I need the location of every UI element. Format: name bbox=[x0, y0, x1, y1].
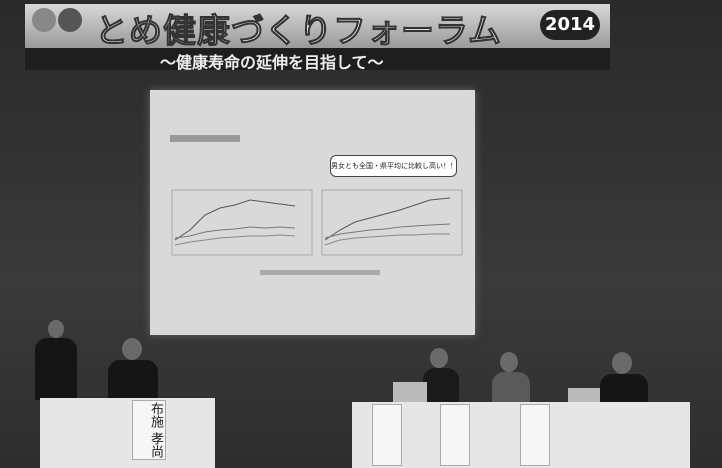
mascot bbox=[58, 8, 82, 32]
interpreter-head bbox=[48, 320, 64, 338]
mascot bbox=[32, 8, 56, 32]
banner-year: 2014 bbox=[540, 10, 600, 40]
slide bbox=[150, 90, 475, 335]
moderator bbox=[108, 360, 158, 400]
stage-photo: とめ健康づくりフォーラム 2014 ～健康寿命の延伸を目指して～ 男女とも全国・… bbox=[0, 0, 722, 468]
name-placard bbox=[520, 404, 550, 466]
slide-callout: 男女とも全国・県平均に比較し高い！！ bbox=[330, 155, 457, 177]
panelist-head bbox=[500, 352, 518, 372]
name-placard bbox=[440, 404, 470, 466]
projection-screen bbox=[150, 90, 475, 335]
banner-subtitle: ～健康寿命の延伸を目指して～ bbox=[160, 49, 384, 73]
panelist-head bbox=[612, 352, 632, 374]
slide-chart bbox=[172, 190, 462, 255]
table bbox=[40, 398, 215, 468]
panelist-head bbox=[430, 348, 448, 368]
interpreter bbox=[35, 338, 77, 400]
slide-heading bbox=[170, 135, 240, 142]
banner-title: とめ健康づくりフォーラム bbox=[95, 4, 502, 52]
name-placard bbox=[372, 404, 402, 466]
panelist bbox=[423, 368, 459, 404]
slide-source bbox=[260, 270, 380, 275]
panelist bbox=[492, 372, 530, 406]
moderator-head bbox=[122, 338, 142, 360]
laptop bbox=[393, 382, 427, 404]
name-placard: 布施 孝尚 bbox=[132, 400, 166, 460]
